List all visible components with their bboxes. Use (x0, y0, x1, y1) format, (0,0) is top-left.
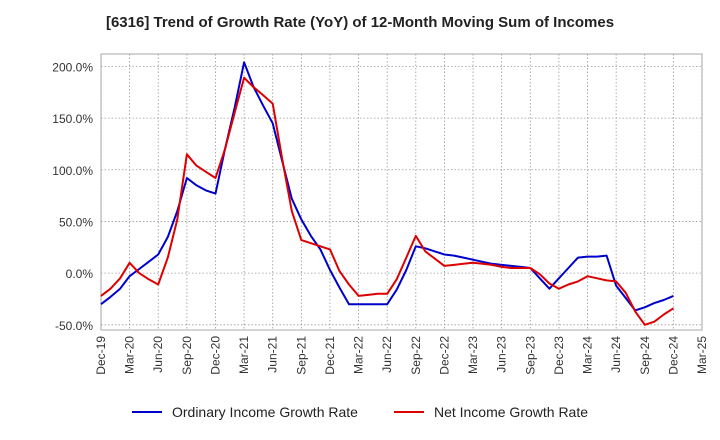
x-tick-label: Mar-24 (581, 336, 595, 374)
plot-frame (100, 53, 703, 331)
x-tick-label: Jun-20 (151, 336, 165, 373)
x-tick-label: Jun-24 (609, 336, 623, 373)
x-tick-label: Mar-25 (695, 336, 709, 374)
legend-label-ordinary: Ordinary Income Growth Rate (171, 404, 358, 420)
legend-item-net: Net Income Growth Rate (393, 404, 589, 420)
y-tick-label: 200.0% (52, 60, 93, 74)
x-tick-label: Mar-21 (237, 336, 251, 374)
legend: Ordinary Income Growth Rate Net Income G… (0, 404, 720, 420)
x-tick-label: Dec-24 (666, 336, 680, 375)
x-tick-label: Sep-24 (638, 336, 652, 375)
legend-item-ordinary: Ordinary Income Growth Rate (131, 404, 358, 420)
x-tick-label: Sep-23 (523, 336, 537, 375)
y-tick-label: 100.0% (52, 164, 93, 178)
series-line-net (100, 76, 674, 326)
legend-swatch-net (393, 411, 424, 413)
legend-label-net: Net Income Growth Rate (433, 404, 589, 420)
y-tick-label: 0.0% (66, 267, 94, 281)
x-tick-label: Dec-22 (437, 336, 451, 375)
x-tick-label: Jun-23 (495, 336, 509, 373)
y-tick-label: 50.0% (59, 215, 93, 229)
x-tick-label: Sep-21 (294, 336, 308, 375)
x-tick-label: Mar-23 (466, 336, 480, 374)
series-line-ordinary (100, 61, 674, 312)
x-tick-label: Mar-22 (352, 336, 366, 374)
x-tick-label: Sep-22 (409, 336, 423, 375)
y-tick-label: -50.0% (55, 319, 93, 333)
x-tick-label: Jun-22 (380, 336, 394, 373)
legend-swatch-ordinary (131, 411, 162, 413)
x-tick-label: Dec-20 (208, 336, 222, 375)
x-tick-label: Sep-20 (180, 336, 194, 375)
x-tick-label: Mar-20 (123, 336, 137, 374)
x-tick-label: Dec-21 (323, 336, 337, 375)
x-tick-label: Jun-21 (266, 336, 280, 373)
y-tick-label: 150.0% (52, 112, 93, 126)
x-tick-label: Dec-19 (94, 336, 108, 375)
chart-title: [6316] Trend of Growth Rate (YoY) of 12-… (105, 14, 615, 31)
x-tick-label: Dec-23 (552, 336, 566, 375)
